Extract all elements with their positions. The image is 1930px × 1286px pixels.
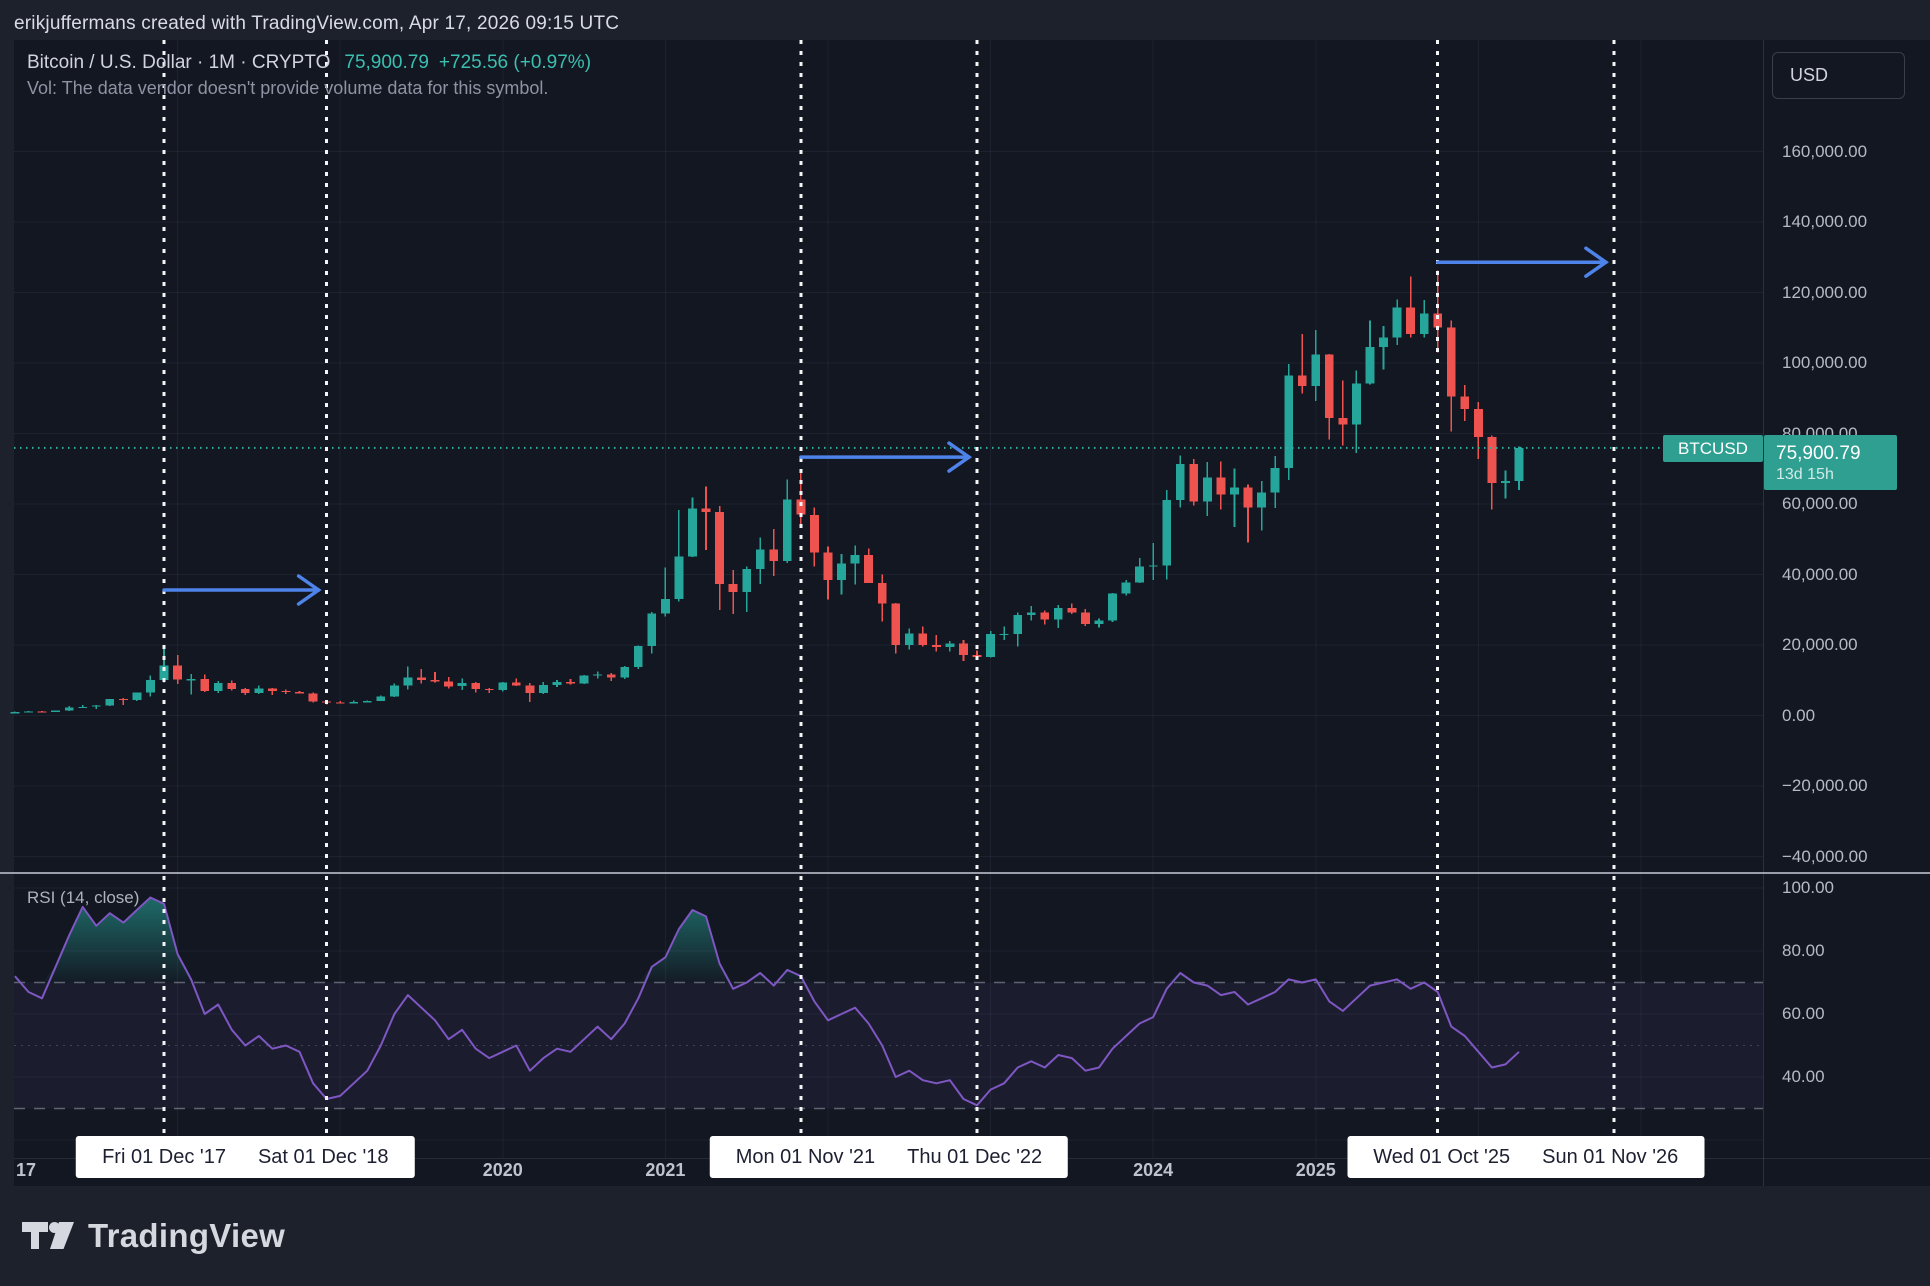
date-tooltip-label: Fri 01 Dec '17 [102, 1145, 226, 1168]
rsi-axis-label: 80.00 [1782, 941, 1825, 960]
symbol-name-tag[interactable]: BTCUSD [1663, 435, 1763, 462]
price-axis-label: 100,000.00 [1782, 353, 1868, 372]
rsi-axis-label: 60.00 [1782, 1004, 1825, 1023]
rsi-axis-label: 100.00 [1782, 878, 1834, 897]
volume-status-text: Vol: The data vendor doesn't provide vol… [27, 78, 549, 98]
price-axis-label: 40,000.00 [1782, 564, 1858, 584]
price-axis-label: 60,000.00 [1782, 494, 1858, 513]
date-tooltip-label: Sun 01 Nov '26 [1542, 1145, 1679, 1168]
time-axis-label: 2025 [1295, 1160, 1336, 1180]
currency-label: USD [1790, 65, 1829, 85]
currency-toggle-button[interactable]: USD [1772, 52, 1905, 99]
price-axis-border [1763, 40, 1764, 1186]
pane-separator-handle[interactable] [0, 872, 1930, 874]
date-tooltip-label: Thu 01 Dec '22 [907, 1145, 1043, 1168]
price-axis-label: −40,000.00 [1782, 846, 1868, 866]
price-axis-label: 160,000.00 [1782, 141, 1868, 161]
time-axis-label: 2024 [1133, 1160, 1174, 1180]
last-price-tag[interactable]: 75,900.79 13d 15h [1764, 435, 1897, 490]
tradingview-logo-text: TradingView [88, 1217, 286, 1254]
price-axis-label: 0.00 [1782, 705, 1816, 725]
rsi-indicator-label[interactable]: RSI (14, close) [27, 888, 140, 907]
tradingview-logo[interactable]: TradingView [22, 1217, 285, 1255]
chart-background[interactable] [14, 40, 1930, 1186]
time-axis-label: 2020 [482, 1160, 523, 1180]
date-tooltip-label: Mon 01 Nov '21 [735, 1145, 876, 1168]
price-change-value: +725.56 (+0.97%) [438, 52, 592, 73]
date-tooltip-label: Sat 01 Dec '18 [257, 1145, 389, 1168]
price-axis-label: −20,000.00 [1782, 776, 1868, 795]
symbol-title[interactable]: Bitcoin / U.S. Dollar · 1M · CRYPTO [27, 52, 331, 73]
time-axis-label: 2021 [645, 1160, 686, 1180]
price-axis-label: 120,000.00 [1782, 282, 1868, 302]
footer-bar: TradingView [0, 1186, 1930, 1286]
last-price-tag-value: 75,900.79 [1776, 442, 1861, 464]
symbol-legend[interactable]: Bitcoin / U.S. Dollar · 1M · CRYPTO 75,90… [27, 52, 591, 74]
date-tooltip-label: Wed 01 Oct '25 [1373, 1145, 1511, 1168]
date-tooltip: Mon 01 Nov '21 Thu 01 Dec '22 [709, 1136, 1069, 1178]
price-axis-label: 20,000.00 [1782, 635, 1858, 654]
time-axis-label: 17 [16, 1160, 37, 1180]
rsi-axis-label: 40.00 [1782, 1067, 1825, 1086]
price-axis-label: 140,000.00 [1782, 212, 1868, 231]
tradingview-logo-icon [22, 1222, 74, 1249]
last-price-value: 75,900.79 [344, 52, 429, 73]
attribution-text: erikjuffermans created with TradingView.… [14, 13, 620, 34]
bar-countdown: 13d 15h [1776, 465, 1834, 483]
date-tooltip: Fri 01 Dec '17 Sat 01 Dec '18 [76, 1136, 415, 1178]
date-tooltip: Wed 01 Oct '25 Sun 01 Nov '26 [1347, 1136, 1705, 1178]
